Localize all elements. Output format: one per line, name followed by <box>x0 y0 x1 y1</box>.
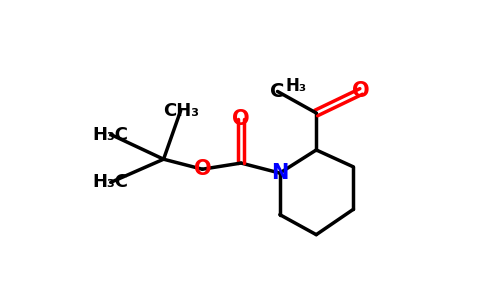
Text: O: O <box>194 159 211 179</box>
Text: H₃: H₃ <box>285 77 306 95</box>
Text: H₃C: H₃C <box>93 173 129 191</box>
Text: O: O <box>352 81 370 101</box>
Text: C: C <box>270 82 285 101</box>
Text: CH₃: CH₃ <box>163 102 198 120</box>
Text: H₃C: H₃C <box>93 126 129 144</box>
Text: O: O <box>232 109 250 129</box>
Text: N: N <box>271 163 288 183</box>
